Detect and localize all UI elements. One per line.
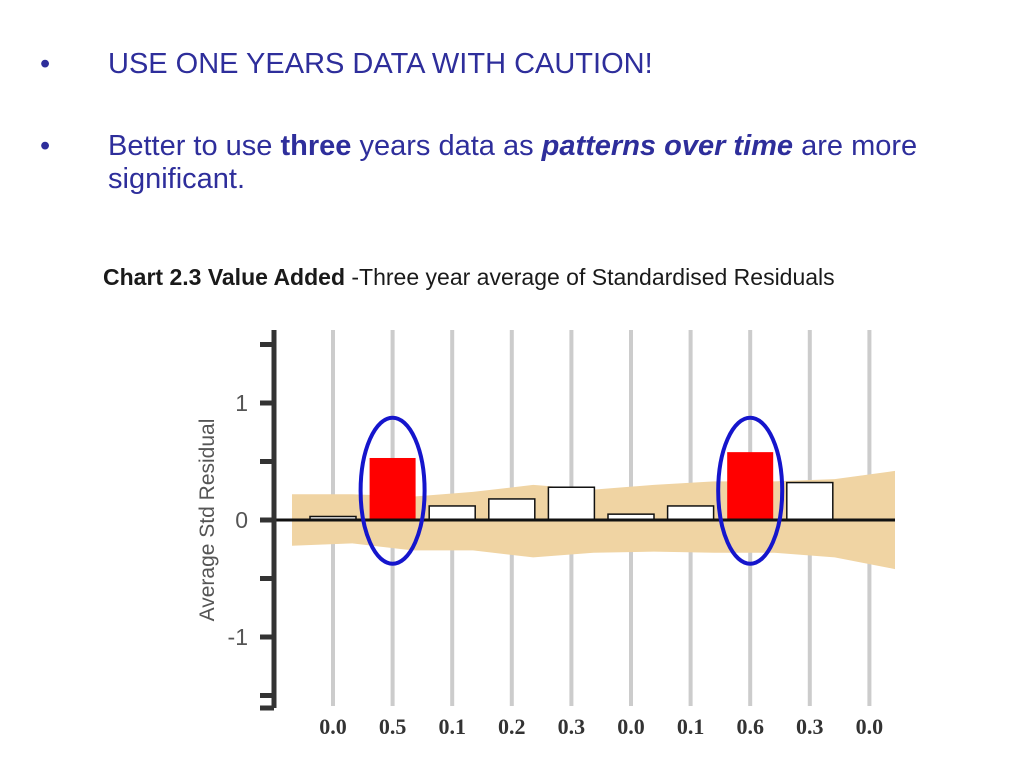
bullet-marker: •: [40, 48, 51, 80]
bar: [547, 486, 596, 521]
bar-highlighted: [369, 457, 416, 520]
text-segment: are more significant.: [108, 130, 918, 195]
emphasis-three: three: [280, 130, 352, 162]
axes: [260, 330, 895, 711]
x-tick-label: 0.1: [438, 714, 466, 739]
bar: [488, 498, 536, 521]
bar: [786, 481, 834, 521]
x-tick-label: 0.2: [498, 714, 526, 739]
y-tick-label: 1: [235, 390, 248, 416]
bar-highlighted: [727, 452, 774, 520]
x-tick-label: 0.3: [796, 714, 824, 739]
y-axis-label: Average Std Residual: [196, 419, 219, 622]
bullet-text-2: Better to use three years data as patter…: [108, 130, 988, 196]
x-tick-label: 0.1: [677, 714, 705, 739]
bar: [666, 505, 715, 521]
bar: [428, 505, 476, 521]
text-segment: years data as: [351, 130, 542, 162]
highlight-circle: [358, 415, 427, 566]
chart-title-bold: Chart 2.3 Value Added: [103, 264, 345, 290]
chart-title-rest: -Three year average of Standardised Resi…: [345, 264, 835, 290]
chart-title: Chart 2.3 Value Added -Three year averag…: [103, 264, 835, 291]
x-tick-label: 0.0: [856, 714, 884, 739]
bars: [309, 452, 834, 521]
x-tick-label: 0.3: [558, 714, 586, 739]
bullet-marker: •: [40, 130, 51, 162]
highlight-circles: [358, 415, 785, 566]
x-tick-label: 0.5: [379, 714, 407, 739]
text-segment: Better to use: [108, 130, 281, 162]
x-tick-label: 0.0: [617, 714, 645, 739]
x-tick-label: 0.0: [319, 714, 347, 739]
y-tick-label: 0: [235, 507, 248, 533]
emphasis-patterns: patterns over time: [541, 130, 794, 162]
y-tick-label: -1: [228, 624, 248, 650]
x-tick-label: 0.6: [736, 714, 764, 739]
highlight-circle: [716, 415, 785, 566]
tick-labels: 1 0 -1 0.0 0.5 0.1 0.2 0.3 0.0 0.1 0.6 0.3 0.0: [228, 390, 884, 739]
bullet-text-1: USE ONE YEARS DATA WITH CAUTION!: [108, 48, 653, 80]
